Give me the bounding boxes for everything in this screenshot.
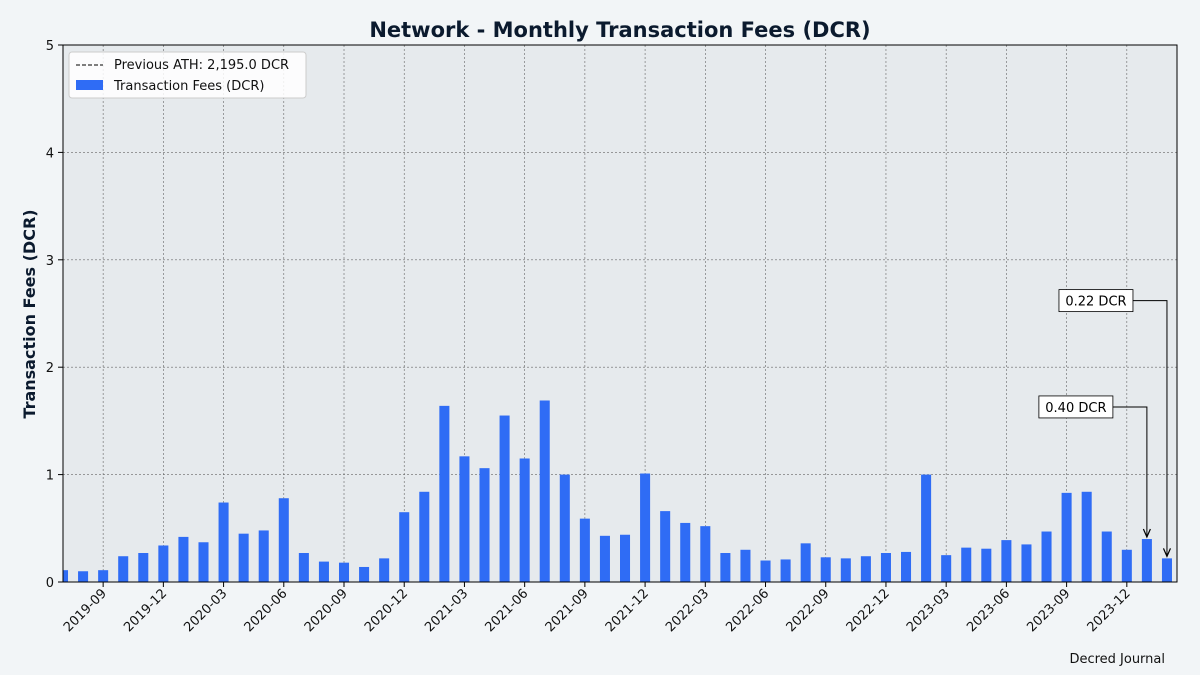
bar-2021-10 (599, 535, 610, 582)
bar-2023-03 (941, 555, 952, 582)
legend-box (68, 51, 307, 99)
chart-title: Network - Monthly Transaction Fees (DCR) (369, 18, 870, 42)
y-tick-label: 2 (46, 361, 54, 376)
bar-2024-02 (1161, 558, 1172, 582)
bar-2022-01 (660, 511, 671, 582)
bar-2022-09 (820, 557, 831, 582)
bar-2020-09 (338, 562, 350, 582)
y-axis-label: Transaction Fees (DCR) (20, 209, 39, 418)
bar-2021-07 (539, 400, 550, 582)
bar-2022-04 (720, 553, 731, 582)
bar-2023-08 (1041, 531, 1052, 582)
bar-2023-11 (1101, 531, 1112, 582)
bar-2020-07 (298, 553, 309, 582)
bar-2021-09 (579, 518, 590, 582)
legend-entry-fees: Transaction Fees (DCR) (113, 79, 264, 94)
x-tick-label: 2022-06 (723, 586, 772, 635)
bar-2021-01 (419, 491, 430, 582)
bar-2019-11 (138, 553, 149, 582)
bar-2021-04 (479, 468, 490, 582)
bar-2019-09 (98, 570, 109, 582)
bar-2021-02 (439, 405, 450, 582)
x-tick-label: 2020-12 (362, 586, 411, 635)
bar-2022-05 (740, 549, 751, 582)
annotations: 0.40 DCR 0.22 DCR (1038, 289, 1172, 558)
bar-2023-09 (1061, 492, 1072, 582)
bar-2022-02 (680, 522, 691, 582)
x-tick-label: 2020-03 (181, 586, 230, 635)
annotation-label: 0.22 DCR (1065, 295, 1126, 310)
x-tick-label: 2021-06 (482, 586, 531, 635)
y-tick-label: 5 (46, 39, 54, 54)
x-tick-label: 2019-12 (121, 586, 170, 635)
x-tick-label: 2023-06 (964, 586, 1013, 635)
x-tick-label: 2023-09 (1024, 586, 1073, 635)
bar-2019-07 (63, 570, 69, 582)
bar-2020-02 (198, 542, 209, 582)
legend-entry-ath: Previous ATH: 2,195.0 DCR (114, 58, 289, 73)
x-tick-label: 2021-09 (543, 586, 592, 635)
plot-frame (62, 44, 1178, 583)
bar-2020-12 (399, 512, 410, 582)
bar-2021-08 (559, 474, 570, 582)
y-tick-label: 1 (46, 469, 54, 484)
bars (63, 400, 1172, 582)
bar-2021-12 (640, 473, 651, 582)
bar-2024-01 (1141, 539, 1152, 582)
bar-2022-12 (880, 553, 891, 582)
credit-label: Decred Journal (1069, 652, 1165, 667)
x-tick-label: 2020-09 (302, 586, 351, 635)
bar-2020-08 (318, 561, 329, 582)
bar-2022-07 (780, 559, 791, 582)
bar-2023-05 (981, 548, 992, 582)
x-tick-label: 2021-03 (422, 586, 471, 635)
bar-2021-03 (459, 456, 470, 582)
bar-2019-10 (118, 556, 129, 582)
annotation-arrowhead (1162, 548, 1172, 558)
bar-2020-11 (379, 558, 390, 582)
bar-2019-12 (158, 545, 169, 582)
bar-2023-01 (901, 551, 912, 582)
bar-2023-10 (1081, 491, 1092, 582)
legend: Previous ATH: 2,195.0 DCR Transaction Fe… (68, 51, 307, 99)
bar-2021-06 (519, 458, 530, 582)
bar-2022-03 (700, 526, 711, 582)
bar-2020-10 (359, 566, 370, 582)
x-tick-label: 2021-12 (603, 586, 652, 635)
x-tick-label: 2023-12 (1085, 586, 1134, 635)
bar-2020-05 (258, 530, 269, 582)
x-tick-label: 2022-09 (784, 586, 833, 635)
bar-2022-11 (860, 556, 871, 582)
x-tick-label: 2019-09 (61, 586, 110, 635)
bar-2021-11 (620, 534, 631, 582)
y-tick-label: 3 (46, 254, 54, 269)
x-tick-label: 2022-12 (844, 586, 893, 635)
annotation-arrowhead (1142, 528, 1151, 539)
bar-2023-07 (1021, 544, 1032, 582)
bar-2022-06 (760, 560, 771, 582)
x-tick-label: 2023-03 (904, 586, 953, 635)
bar-2023-04 (961, 547, 972, 582)
bar-2021-05 (499, 415, 510, 582)
x-tick-label: 2020-06 (242, 586, 291, 635)
bar-2023-12 (1121, 549, 1132, 582)
legend-swatch-fees (76, 80, 103, 90)
y-tick-label: 0 (46, 576, 54, 591)
annotation-label: 0.40 DCR (1045, 401, 1106, 416)
bar-2020-04 (238, 533, 249, 582)
x-tick-label: 2022-03 (663, 586, 712, 635)
bar-2020-01 (178, 536, 189, 582)
annotation-connector (1112, 406, 1148, 538)
annotation-connector (1132, 300, 1168, 557)
bar-2020-06 (278, 498, 289, 582)
bar-2019-08 (78, 571, 89, 582)
bar-2022-08 (800, 543, 811, 582)
bar-2020-03 (218, 502, 229, 582)
plot-area (63, 45, 1177, 582)
bar-2022-10 (840, 558, 851, 582)
y-tick-label: 4 (46, 146, 54, 161)
bar-2023-06 (1001, 540, 1012, 582)
bar-2023-02 (921, 474, 932, 582)
